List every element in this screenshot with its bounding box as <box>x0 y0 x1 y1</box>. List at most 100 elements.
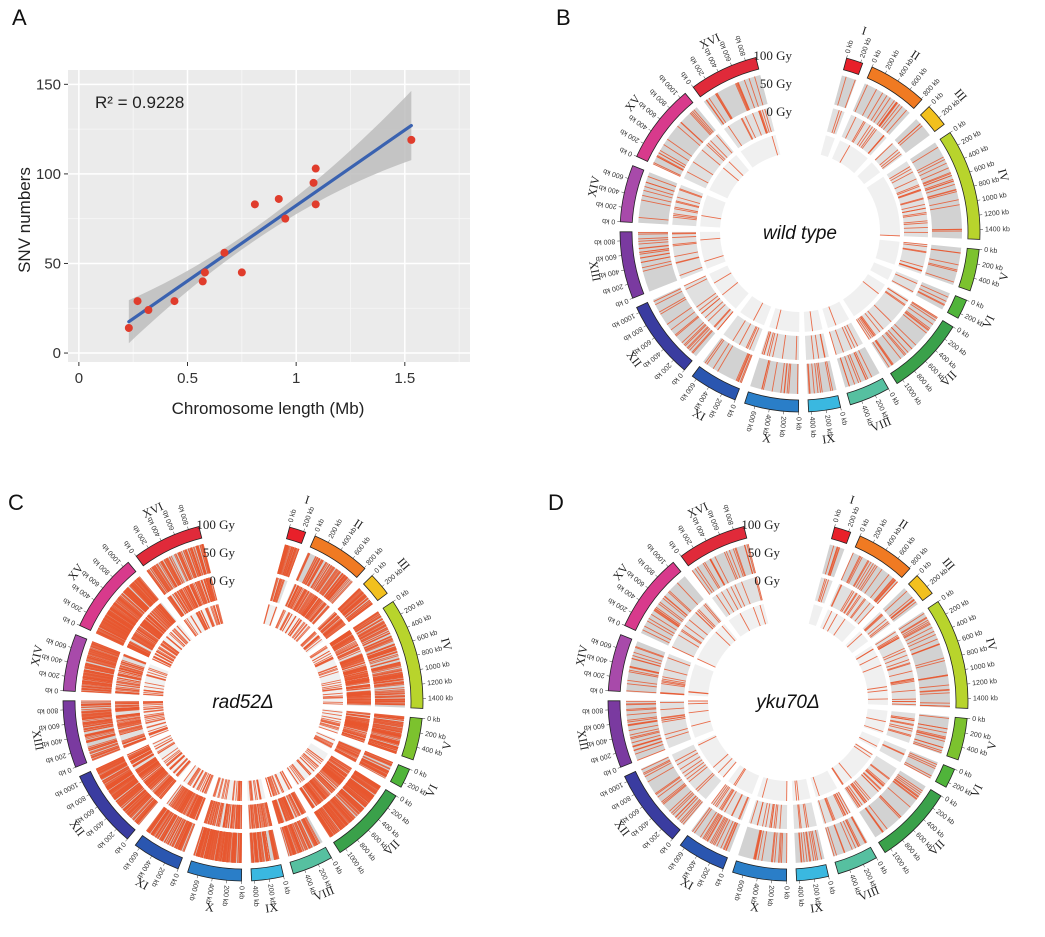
snv-mark <box>824 361 832 392</box>
snv-mark <box>858 350 873 378</box>
kb-tick-label: 0 kb <box>955 327 970 340</box>
snv-mark <box>372 669 403 677</box>
chromosome-ideogram <box>619 231 645 299</box>
snv-mark <box>298 820 312 849</box>
track-background <box>683 133 734 189</box>
dose-label: 50 Gy <box>203 545 236 560</box>
snv-mark <box>761 331 770 355</box>
snv-mark <box>320 807 339 833</box>
kb-tick-mark <box>890 848 893 852</box>
kb-tick-label: 0 kb <box>919 561 933 575</box>
snv-mark <box>281 827 292 856</box>
kb-tick-label: 0 kb <box>427 716 441 724</box>
snv-mark <box>301 755 317 770</box>
snv-mark <box>903 243 928 248</box>
kb-tick-label: 800 kb <box>594 237 615 245</box>
snv-mark <box>734 83 748 112</box>
snv-mark <box>162 815 178 842</box>
snv-mark <box>672 216 697 221</box>
track-background <box>875 239 900 265</box>
snv-mark <box>788 363 792 394</box>
snv-mark <box>371 661 401 670</box>
snv-mark <box>901 203 926 210</box>
snv-mark <box>839 145 851 163</box>
kb-tick-mark <box>125 838 128 842</box>
snv-mark <box>672 236 697 238</box>
snv-mark <box>297 553 311 581</box>
snv-mark <box>847 354 860 384</box>
snv-mark <box>688 702 709 705</box>
snv-mark <box>315 565 333 592</box>
snv-mark <box>273 800 283 824</box>
snv-mark <box>321 684 342 689</box>
y-tick-label: 100 <box>36 166 61 183</box>
kb-tick-label: 200 kb <box>695 866 710 888</box>
snv-mark <box>852 121 866 143</box>
kb-tick-mark <box>100 585 104 589</box>
snv-mark <box>324 804 344 829</box>
snv-mark <box>372 671 403 678</box>
snv-mark <box>344 784 369 805</box>
snv-mark <box>900 197 924 205</box>
snv-mark <box>638 241 669 245</box>
kb-tick-label: 200 kb <box>778 416 787 438</box>
kb-tick-mark <box>659 828 662 832</box>
snv-mark <box>319 671 339 678</box>
kb-tick-label: 1000 kb <box>658 73 680 96</box>
chromosome-name: VI <box>979 313 997 330</box>
snv-mark <box>338 791 361 813</box>
kb-tick-label: 200 kb <box>150 866 165 888</box>
snv-mark <box>657 155 684 171</box>
snv-mark <box>300 631 316 646</box>
snv-mark <box>874 143 893 161</box>
snv-mark <box>310 779 328 799</box>
snv-mark <box>225 779 230 800</box>
snv-mark <box>271 800 280 824</box>
snv-mark <box>373 719 404 725</box>
snv-mark <box>833 110 842 134</box>
kb-tick-mark <box>938 115 942 118</box>
chromosome-ideogram <box>389 764 411 788</box>
snv-mark <box>296 760 311 776</box>
snv-mark <box>209 830 217 860</box>
snv-mark <box>225 832 230 863</box>
snv-mark <box>710 140 728 159</box>
snv-mark <box>222 803 228 828</box>
snv-mark <box>290 823 302 853</box>
snv-mark <box>235 780 238 801</box>
snv-mark <box>214 777 221 798</box>
snv-mark <box>886 109 907 133</box>
snv-mark <box>305 750 322 765</box>
snv-mark <box>323 804 343 830</box>
chromosome-name: IX <box>809 900 824 916</box>
snv-mark <box>217 831 224 862</box>
snv-mark <box>343 666 367 674</box>
snv-mark <box>716 134 733 154</box>
snv-mark <box>346 692 371 695</box>
chromosome-name: XIV <box>28 643 46 667</box>
snv-mark <box>860 316 875 337</box>
snv-mark <box>308 601 324 621</box>
snv-mark <box>343 669 368 676</box>
snv-mark <box>329 758 350 773</box>
kb-tick-mark <box>888 388 891 392</box>
chromosome-name: XV <box>610 561 632 584</box>
snv-mark <box>318 667 338 676</box>
snv-mark <box>342 595 367 616</box>
snv-mark <box>679 188 703 198</box>
snv-mark <box>910 303 936 321</box>
snv-mark <box>223 831 228 862</box>
snv-mark <box>355 616 382 633</box>
snv-mark <box>280 545 290 575</box>
snv-mark <box>831 110 840 134</box>
kb-tick-label: 200 kb <box>221 885 230 907</box>
kb-tick-label: 1000 kb <box>599 780 625 797</box>
snv-mark <box>674 251 699 257</box>
snv-mark <box>269 776 278 796</box>
snv-mark <box>335 748 357 761</box>
snv-mark <box>658 152 686 168</box>
snv-mark <box>748 78 759 107</box>
snv-mark <box>753 302 764 321</box>
kb-tick-mark <box>331 857 334 861</box>
snv-mark <box>346 714 370 719</box>
